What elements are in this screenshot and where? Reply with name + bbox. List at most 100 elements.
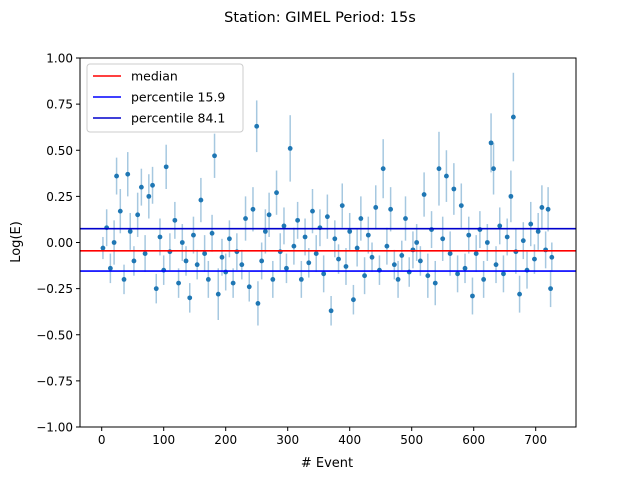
data-point <box>219 254 225 260</box>
data-point <box>414 240 420 245</box>
data-point <box>432 280 438 286</box>
data-point <box>215 291 221 297</box>
data-point <box>532 256 537 262</box>
data-point <box>403 216 408 221</box>
data-point <box>384 243 390 249</box>
data-point <box>470 293 475 299</box>
x-axis: 0 100 200 300 400 500 600 700 <box>98 427 547 447</box>
chart-title: Station: GIMEL Period: 15s <box>224 10 416 26</box>
data-point <box>491 166 496 172</box>
y-tick-label: 0.75 <box>46 98 73 112</box>
data-point <box>351 297 356 303</box>
data-point <box>462 265 468 271</box>
data-point <box>549 254 555 260</box>
data-point <box>395 277 401 282</box>
data-point <box>440 236 446 242</box>
data-point <box>142 251 148 256</box>
y-tick-label: 0.00 <box>46 236 73 250</box>
data-point <box>336 256 341 262</box>
data-point <box>153 286 159 292</box>
data-point <box>369 254 375 260</box>
data-point <box>135 212 141 218</box>
data-points <box>100 114 555 314</box>
data-point <box>150 182 155 188</box>
data-point <box>417 258 423 264</box>
data-point <box>339 203 345 209</box>
data-point <box>239 262 245 268</box>
data-point <box>548 286 553 292</box>
data-point <box>209 230 215 236</box>
data-point <box>194 262 200 268</box>
x-tick-label: 700 <box>524 433 547 447</box>
data-point <box>254 123 260 129</box>
data-point <box>362 273 367 279</box>
data-point <box>324 214 330 220</box>
data-point <box>295 217 301 223</box>
data-point <box>517 291 522 297</box>
x-tick-label: 600 <box>462 433 485 447</box>
data-point <box>198 197 204 203</box>
data-point <box>447 251 453 256</box>
data-point <box>310 208 315 214</box>
data-point <box>179 240 185 245</box>
data-point <box>243 216 248 221</box>
data-point <box>212 153 217 159</box>
data-point <box>481 277 487 282</box>
data-point <box>421 192 427 197</box>
data-point <box>380 166 386 172</box>
data-point <box>484 240 490 245</box>
data-point <box>455 271 460 277</box>
data-point <box>157 234 163 240</box>
data-point <box>183 258 189 264</box>
data-point <box>493 262 499 268</box>
data-point <box>117 208 123 214</box>
y-tick-label: 1.00 <box>46 52 73 66</box>
data-point <box>354 245 360 251</box>
data-point <box>539 205 545 210</box>
data-point <box>520 238 526 244</box>
data-point <box>114 173 119 179</box>
data-point <box>125 171 131 177</box>
y-tick-label: 0.50 <box>46 144 73 158</box>
y-axis: −1.00 −0.75 −0.50 −0.25 0.00 0.25 0.50 0.75 1.00 <box>36 52 80 435</box>
y-tick-label: −1.00 <box>36 421 73 435</box>
data-point <box>504 234 510 240</box>
data-point <box>227 236 232 242</box>
data-point <box>246 284 252 290</box>
data-point <box>187 295 193 301</box>
data-point <box>107 265 113 271</box>
x-tick-label: 300 <box>276 433 299 447</box>
data-point <box>176 280 181 286</box>
data-point <box>191 232 196 238</box>
x-axis-label: # Event <box>301 456 353 471</box>
x-tick-label: 100 <box>152 433 175 447</box>
data-point <box>302 234 308 240</box>
data-point <box>255 300 261 306</box>
data-point <box>358 216 364 221</box>
data-point <box>138 184 144 190</box>
data-point <box>163 164 169 170</box>
data-point <box>202 251 208 256</box>
data-point <box>281 223 287 229</box>
data-point <box>488 140 494 146</box>
data-point <box>259 258 265 264</box>
y-tick-label: −0.75 <box>36 374 73 388</box>
data-point <box>343 264 349 269</box>
data-point <box>298 277 304 282</box>
y-axis-label: Log(E) <box>9 221 24 263</box>
data-point <box>313 251 319 256</box>
data-point <box>347 229 353 234</box>
data-point <box>425 273 431 279</box>
data-point <box>306 260 312 266</box>
data-point <box>284 265 289 271</box>
legend-label: median <box>131 69 178 84</box>
x-tick-label: 500 <box>400 433 423 447</box>
data-point <box>121 277 127 282</box>
data-point <box>328 308 334 314</box>
data-point <box>508 193 514 199</box>
data-point <box>436 166 442 172</box>
data-point <box>451 186 457 192</box>
data-point <box>510 114 516 120</box>
data-point <box>501 271 506 277</box>
data-point <box>473 251 479 256</box>
